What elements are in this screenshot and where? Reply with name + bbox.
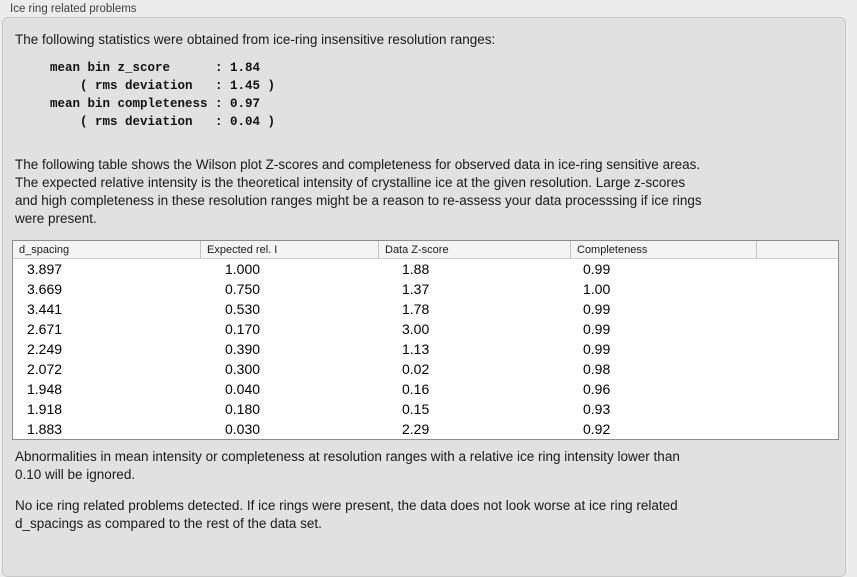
table-row[interactable]: 1.948 0.040 0.16 0.96 bbox=[13, 379, 838, 399]
table-cell: 2.29 bbox=[402, 421, 430, 437]
table-cell: 3.669 bbox=[27, 281, 63, 297]
column-header-d-spacing[interactable]: d_spacing bbox=[13, 241, 201, 258]
table-row[interactable]: 2.249 0.390 1.13 0.99 bbox=[13, 339, 838, 359]
table-cell: 0.530 bbox=[225, 301, 261, 317]
table-cell bbox=[757, 339, 838, 359]
conclusion-text: No ice ring related problems detected. I… bbox=[15, 498, 678, 531]
table-cell: 1.918 bbox=[27, 401, 63, 417]
table-cell bbox=[757, 319, 838, 339]
panel-title: Ice ring related problems bbox=[10, 3, 137, 15]
table-header-row: d_spacing Expected rel. I Data Z-score Comp… bbox=[13, 241, 838, 259]
table-cell: 0.02 bbox=[402, 361, 430, 377]
column-header-data-z-score[interactable]: Data Z-score bbox=[379, 241, 571, 258]
table-cell: 1.948 bbox=[27, 381, 63, 397]
table-cell: 1.000 bbox=[225, 261, 261, 277]
table-cell: 3.441 bbox=[27, 301, 63, 317]
table-cell: 0.040 bbox=[225, 381, 261, 397]
table-cell: 0.99 bbox=[583, 301, 611, 317]
table-description-text: The following table shows the Wilson plo… bbox=[15, 157, 702, 226]
table-cell: 0.99 bbox=[583, 341, 611, 357]
table-row[interactable]: 2.671 0.170 3.00 0.99 bbox=[13, 319, 838, 339]
table-cell: 0.300 bbox=[225, 361, 261, 377]
table-cell: 0.390 bbox=[225, 341, 261, 357]
column-header-blank[interactable] bbox=[757, 241, 838, 258]
table-cell: 0.030 bbox=[225, 421, 261, 437]
table-cell bbox=[757, 379, 838, 399]
table-cell bbox=[757, 299, 838, 319]
table-cell: 1.88 bbox=[402, 261, 430, 277]
table-cell: 0.750 bbox=[225, 281, 261, 297]
table-cell: 1.00 bbox=[583, 281, 611, 297]
table-cell: 3.00 bbox=[402, 321, 430, 337]
stats-block: mean bin z_score : 1.84 ( rms deviation … bbox=[50, 61, 276, 129]
table-row[interactable]: 3.897 1.000 1.88 0.99 bbox=[13, 259, 838, 279]
table-cell bbox=[757, 419, 838, 439]
ice-ring-groupbox: The following statistics were obtained f… bbox=[2, 17, 846, 577]
abnormalities-note-text: Abnormalities in mean intensity or compl… bbox=[15, 449, 680, 482]
table-cell: 0.16 bbox=[402, 381, 430, 397]
table-cell bbox=[757, 259, 838, 279]
table-row[interactable]: 3.441 0.530 1.78 0.99 bbox=[13, 299, 838, 319]
table-row[interactable]: 2.072 0.300 0.02 0.98 bbox=[13, 359, 838, 379]
table-row[interactable]: 1.883 0.030 2.29 0.92 bbox=[13, 419, 838, 439]
table-cell: 0.96 bbox=[583, 381, 611, 397]
stats-intro-text: The following statistics were obtained f… bbox=[15, 32, 496, 47]
table-cell bbox=[757, 399, 838, 419]
table-row[interactable]: 1.918 0.180 0.15 0.93 bbox=[13, 399, 838, 419]
table-cell: 0.98 bbox=[583, 361, 611, 377]
table-cell: 2.249 bbox=[27, 341, 63, 357]
table-row[interactable]: 3.669 0.750 1.37 1.00 bbox=[13, 279, 838, 299]
table-cell bbox=[757, 279, 838, 299]
table-cell: 1.13 bbox=[402, 341, 430, 357]
table-cell: 2.671 bbox=[27, 321, 63, 337]
table-cell: 0.180 bbox=[225, 401, 261, 417]
column-header-completeness[interactable]: Completeness bbox=[571, 241, 757, 258]
table-cell: 1.78 bbox=[402, 301, 430, 317]
table-cell: 0.99 bbox=[583, 261, 611, 277]
table-cell: 3.897 bbox=[27, 261, 63, 277]
table-cell: 0.170 bbox=[225, 321, 261, 337]
table-cell: 2.072 bbox=[27, 361, 63, 377]
table-cell: 0.99 bbox=[583, 321, 611, 337]
table-cell: 1.37 bbox=[402, 281, 430, 297]
column-header-expected-rel-i[interactable]: Expected rel. I bbox=[201, 241, 379, 258]
table-cell bbox=[757, 359, 838, 379]
table-cell: 0.15 bbox=[402, 401, 430, 417]
table-body: 3.897 1.000 1.88 0.99 3.669 0.750 1.37 1.00 3.44… bbox=[13, 259, 838, 439]
ice-ring-table: d_spacing Expected rel. I Data Z-score Comp… bbox=[12, 240, 839, 440]
table-cell: 1.883 bbox=[27, 421, 63, 437]
table-cell: 0.93 bbox=[583, 401, 611, 417]
table-cell: 0.92 bbox=[583, 421, 611, 437]
